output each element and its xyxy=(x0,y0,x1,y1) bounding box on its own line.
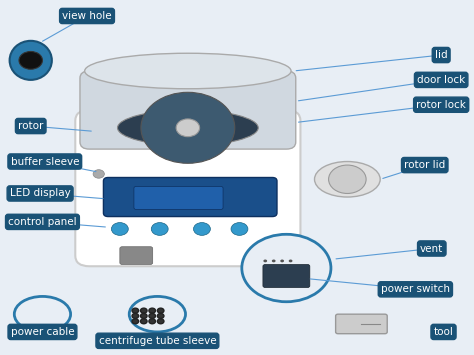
Circle shape xyxy=(272,270,275,273)
Circle shape xyxy=(93,170,104,178)
Circle shape xyxy=(157,313,164,318)
Circle shape xyxy=(111,223,128,235)
Text: control panel: control panel xyxy=(8,217,77,227)
FancyBboxPatch shape xyxy=(75,110,301,266)
Circle shape xyxy=(280,265,284,268)
Text: door lock: door lock xyxy=(417,75,465,85)
Circle shape xyxy=(280,270,284,273)
Text: power switch: power switch xyxy=(381,284,450,294)
Circle shape xyxy=(151,223,168,235)
Ellipse shape xyxy=(315,162,380,197)
Text: centrifuge tube sleeve: centrifuge tube sleeve xyxy=(99,336,216,346)
Ellipse shape xyxy=(85,53,291,89)
Circle shape xyxy=(328,165,366,193)
FancyBboxPatch shape xyxy=(134,186,223,209)
Text: vent: vent xyxy=(420,244,443,253)
Text: buffer sleeve: buffer sleeve xyxy=(10,157,79,166)
Circle shape xyxy=(141,92,235,163)
FancyBboxPatch shape xyxy=(263,264,310,288)
Circle shape xyxy=(132,319,138,324)
FancyBboxPatch shape xyxy=(120,247,153,264)
Circle shape xyxy=(264,260,267,262)
Circle shape xyxy=(140,313,147,318)
Ellipse shape xyxy=(129,296,185,332)
Circle shape xyxy=(264,265,267,268)
Circle shape xyxy=(149,313,155,318)
FancyBboxPatch shape xyxy=(80,71,296,149)
Text: LED display: LED display xyxy=(10,189,71,198)
FancyBboxPatch shape xyxy=(336,314,387,334)
Ellipse shape xyxy=(9,41,52,80)
Circle shape xyxy=(264,270,267,273)
Text: view hole: view hole xyxy=(62,11,112,21)
Text: rotor lock: rotor lock xyxy=(416,100,466,110)
Circle shape xyxy=(149,308,155,313)
Circle shape xyxy=(289,265,292,268)
Circle shape xyxy=(272,265,275,268)
Circle shape xyxy=(231,223,248,235)
FancyBboxPatch shape xyxy=(103,178,277,217)
Circle shape xyxy=(280,260,284,262)
Circle shape xyxy=(157,319,164,324)
Circle shape xyxy=(140,319,147,324)
Text: power cable: power cable xyxy=(10,327,74,337)
Circle shape xyxy=(176,119,200,137)
Ellipse shape xyxy=(118,110,258,146)
Text: lid: lid xyxy=(435,50,447,60)
Circle shape xyxy=(289,260,292,262)
Text: rotor: rotor xyxy=(18,121,44,131)
Circle shape xyxy=(289,270,292,273)
Ellipse shape xyxy=(14,296,71,332)
Circle shape xyxy=(19,51,43,69)
FancyBboxPatch shape xyxy=(251,247,284,264)
Circle shape xyxy=(193,223,210,235)
Circle shape xyxy=(132,308,138,313)
Circle shape xyxy=(157,308,164,313)
Text: rotor lid: rotor lid xyxy=(404,160,446,170)
Circle shape xyxy=(272,260,275,262)
Text: tool: tool xyxy=(434,327,454,337)
Circle shape xyxy=(140,308,147,313)
Circle shape xyxy=(242,234,331,302)
Circle shape xyxy=(149,319,155,324)
Circle shape xyxy=(132,313,138,318)
